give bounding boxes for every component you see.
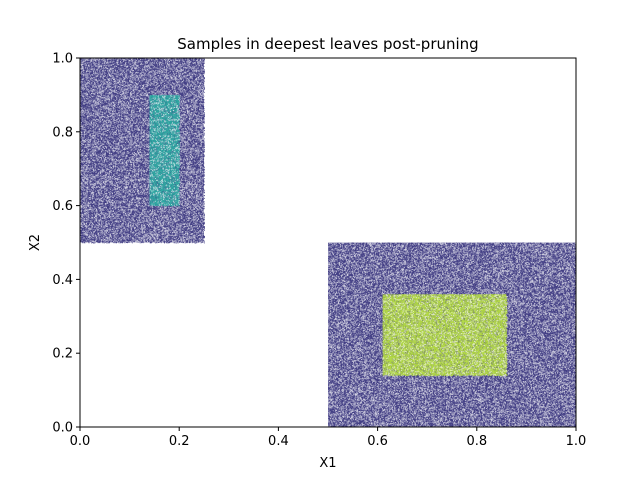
x-axis: 0.0 0.2 0.4 0.6 0.8 1.0: [70, 427, 587, 449]
leaf-region-2: [149, 95, 180, 207]
y-tick-label: 0.4: [52, 273, 73, 288]
x-axis-label: X1: [319, 456, 336, 471]
x-tick-label: 0.0: [70, 434, 91, 449]
x-tick-label: 0.2: [169, 434, 190, 449]
leaf-region-1: [80, 58, 205, 244]
x-tick-label: 1.0: [566, 434, 587, 449]
y-tick-label: 0.6: [52, 199, 73, 214]
y-tick-label: 0.8: [52, 125, 73, 140]
y-tick-label: 1.0: [52, 52, 73, 67]
x-tick-label: 0.8: [466, 434, 487, 449]
chart-title: Samples in deepest leaves post-pruning: [177, 35, 478, 53]
x-tick-label: 0.4: [268, 434, 289, 449]
scatter-points: [80, 58, 577, 428]
y-tick-label: 0.2: [52, 347, 73, 362]
x-tick-label: 0.6: [367, 434, 388, 449]
y-axis-label: X2: [28, 234, 43, 251]
leaf-region-4: [383, 294, 508, 376]
y-tick-label: 0.0: [52, 421, 73, 436]
y-axis: 0.0 0.2 0.4 0.6 0.8 1.0: [52, 52, 80, 436]
